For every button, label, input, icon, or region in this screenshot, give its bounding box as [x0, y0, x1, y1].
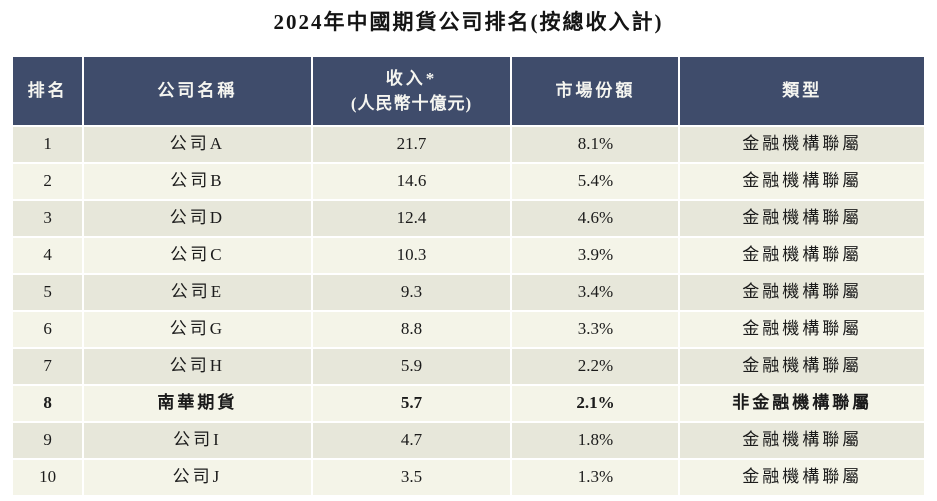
cell-rank: 10: [13, 460, 83, 495]
cell-type: 非金融機構聯屬: [680, 386, 924, 421]
cell-rank: 3: [13, 201, 83, 236]
cell-type: 金融機構聯屬: [680, 423, 924, 458]
cell-type: 金融機構聯屬: [680, 238, 924, 273]
column-header-revenue-sublabel: (人民幣十億元): [350, 94, 473, 113]
column-header-market-share: 市場份額: [512, 57, 679, 125]
cell-revenue: 8.8: [312, 312, 511, 347]
cell-revenue: 14.6: [312, 164, 511, 199]
column-header-type-label: 類型: [782, 81, 823, 101]
table-header: 排名 公司名稱 收入* (人民幣十億元) 市場份額 類型: [13, 57, 924, 125]
cell-type: 金融機構聯屬: [680, 164, 924, 199]
cell-revenue: 5.7: [312, 386, 511, 421]
cell-share: 2.1%: [512, 386, 679, 421]
column-header-revenue: 收入* (人民幣十億元): [312, 57, 511, 125]
cell-rank: 1: [13, 127, 83, 162]
cell-share: 8.1%: [512, 127, 679, 162]
table-row: 8 南華期貨 5.7 2.1% 非金融機構聯屬: [13, 386, 924, 421]
cell-revenue: 10.3: [312, 238, 511, 273]
cell-rank: 7: [13, 349, 83, 384]
cell-company: 公司D: [84, 201, 311, 236]
cell-rank: 8: [13, 386, 83, 421]
cell-rank: 2: [13, 164, 83, 199]
cell-type: 金融機構聯屬: [680, 312, 924, 347]
cell-company: 公司J: [84, 460, 311, 495]
cell-company: 公司I: [84, 423, 311, 458]
cell-revenue: 9.3: [312, 275, 511, 310]
table-row: 2 公司B 14.6 5.4% 金融機構聯屬: [13, 164, 924, 199]
table-row: 1 公司A 21.7 8.1% 金融機構聯屬: [13, 127, 924, 162]
cell-share: 1.3%: [512, 460, 679, 495]
cell-share: 3.4%: [512, 275, 679, 310]
cell-company: 公司A: [84, 127, 311, 162]
column-header-type: 類型: [680, 57, 924, 125]
cell-revenue: 4.7: [312, 423, 511, 458]
cell-share: 1.8%: [512, 423, 679, 458]
header-row: 排名 公司名稱 收入* (人民幣十億元) 市場份額 類型: [13, 57, 924, 125]
table-row: 5 公司E 9.3 3.4% 金融機構聯屬: [13, 275, 924, 310]
table-row: 9 公司I 4.7 1.8% 金融機構聯屬: [13, 423, 924, 458]
cell-company: 公司C: [84, 238, 311, 273]
cell-revenue: 12.4: [312, 201, 511, 236]
cell-rank: 9: [13, 423, 83, 458]
cell-rank: 6: [13, 312, 83, 347]
cell-type: 金融機構聯屬: [680, 460, 924, 495]
table-row: 6 公司G 8.8 3.3% 金融機構聯屬: [13, 312, 924, 347]
cell-type: 金融機構聯屬: [680, 349, 924, 384]
cell-company: 公司B: [84, 164, 311, 199]
cell-revenue: 3.5: [312, 460, 511, 495]
table-body: 1 公司A 21.7 8.1% 金融機構聯屬 2 公司B 14.6 5.4% 金…: [13, 127, 924, 495]
cell-revenue: 21.7: [312, 127, 511, 162]
table-row: 10 公司J 3.5 1.3% 金融機構聯屬: [13, 460, 924, 495]
cell-type: 金融機構聯屬: [680, 201, 924, 236]
cell-share: 4.6%: [512, 201, 679, 236]
table-row: 7 公司H 5.9 2.2% 金融機構聯屬: [13, 349, 924, 384]
cell-share: 3.3%: [512, 312, 679, 347]
cell-company: 南華期貨: [84, 386, 311, 421]
column-header-company-label: 公司名稱: [157, 81, 238, 101]
table-row: 4 公司C 10.3 3.9% 金融機構聯屬: [13, 238, 924, 273]
cell-company: 公司H: [84, 349, 311, 384]
cell-type: 金融機構聯屬: [680, 275, 924, 310]
column-header-rank: 排名: [13, 57, 83, 125]
cell-revenue: 5.9: [312, 349, 511, 384]
ranking-table: 排名 公司名稱 收入* (人民幣十億元) 市場份額 類型 1 公司A: [11, 55, 926, 497]
cell-rank: 4: [13, 238, 83, 273]
cell-type: 金融機構聯屬: [680, 127, 924, 162]
cell-share: 5.4%: [512, 164, 679, 199]
column-header-revenue-label: 收入*: [385, 68, 438, 88]
cell-rank: 5: [13, 275, 83, 310]
cell-share: 3.9%: [512, 238, 679, 273]
column-header-company: 公司名稱: [84, 57, 311, 125]
table-row: 3 公司D 12.4 4.6% 金融機構聯屬: [13, 201, 924, 236]
column-header-rank-label: 排名: [27, 81, 68, 101]
column-header-market-share-label: 市場份額: [555, 81, 636, 101]
cell-company: 公司G: [84, 312, 311, 347]
page-title: 2024年中國期貨公司排名(按總收入計): [273, 10, 664, 34]
cell-company: 公司E: [84, 275, 311, 310]
cell-share: 2.2%: [512, 349, 679, 384]
